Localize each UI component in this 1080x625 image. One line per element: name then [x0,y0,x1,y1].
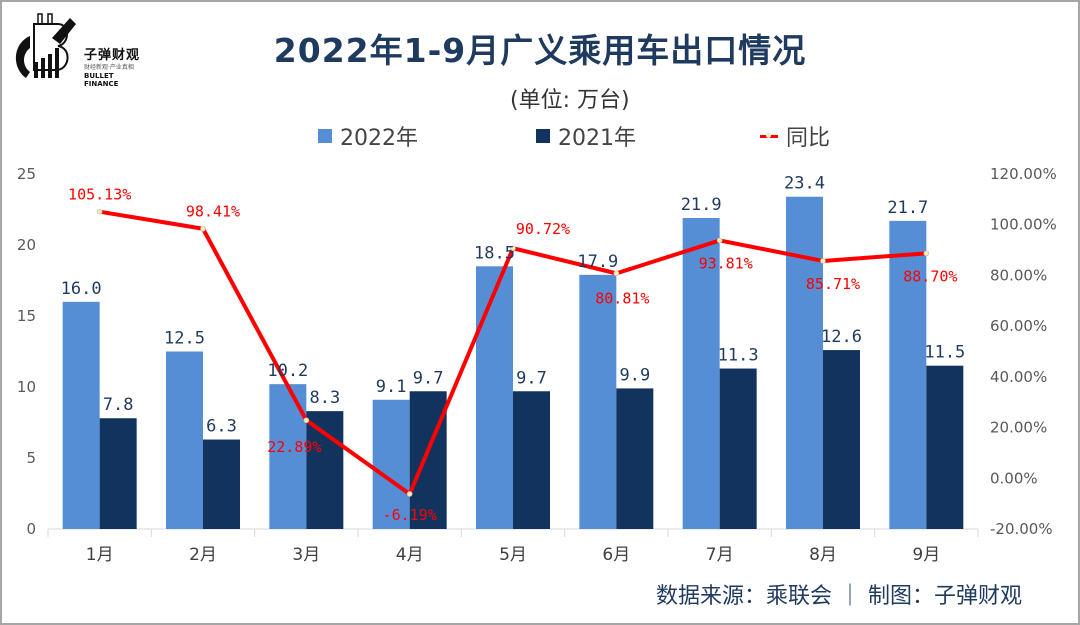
bar-2021 [99,418,137,529]
x-tick-label: 4月 [396,545,424,565]
bar-2022 [62,301,100,529]
bar-label-2022: 21.7 [887,198,928,218]
bar-label-2022: 9.1 [376,377,407,397]
y-right-tick-label: -20.00% [990,520,1053,538]
y-right-tick-label: 80.00% [990,266,1047,284]
bar-2021 [823,350,860,529]
yoy-point-marker [923,250,930,257]
y-right-tick-label: 100.00% [990,216,1057,234]
yoy-data-label: 85.71% [806,275,860,293]
y-left-tick-label: 25 [17,165,36,183]
x-tick-label: 8月 [809,545,837,565]
yoy-point-marker [716,237,723,244]
bar-label-2021: 8.3 [309,388,340,408]
legend-item-2021: 2021年 [536,120,636,152]
logo-name-en: BULLET FINANCE [84,72,119,88]
bar-label-2021: 9.7 [516,368,547,388]
yoy-point-marker [613,270,620,277]
x-tick-label: 2月 [189,545,217,565]
logo-tagline: 财经新观·产业真相 [84,64,134,71]
data-source-note: 数据来源：乘联会 ｜ 制图：子弹财观 [656,584,1022,609]
logo: 子弹财观 财经新观·产业真相 BULLET FINANCE [8,8,148,88]
yoy-data-label: 22.89% [267,438,321,456]
yoy-point-marker [303,417,310,424]
bar-2021 [306,411,344,529]
bar-2022 [786,196,823,529]
yoy-point-marker [820,258,826,264]
bar-2021 [203,439,240,529]
legend-label: 2021年 [558,126,636,151]
yoy-data-label: 90.72% [516,220,570,238]
yoy-point-marker [406,491,413,497]
yoy-point-marker [200,225,206,232]
yoy-point-marker [510,245,516,252]
yoy-data-label: -6.19% [383,506,437,524]
bar-2022 [889,220,927,530]
bar-2022 [476,266,513,529]
bar-2021 [409,391,447,529]
bar-2021 [616,388,654,529]
legend-swatch-2021 [536,129,550,143]
yoy-data-label: 88.70% [903,267,957,285]
y-left-tick-label: 0 [26,520,36,538]
bar-label-2021: 9.7 [413,368,444,388]
legend-swatch-2022 [318,129,332,143]
x-tick-label: 5月 [499,545,527,565]
bar-label-2022: 10.2 [267,361,308,381]
yoy-data-label: 93.81% [699,254,753,272]
bar-label-2021: 7.8 [103,395,134,415]
legend-label: 同比 [786,126,831,151]
x-tick-label: 7月 [706,545,734,565]
legend-item-yoy: 同比 [760,120,830,152]
x-tick-label: 3月 [292,545,320,565]
chart-unit: (单位: 万台) [510,88,630,113]
bar-label-2022: 21.9 [681,195,722,215]
bar-label-2022: 17.9 [577,252,618,272]
chart-title: 2022年1-9月广义乘用车出口情况 [273,31,807,70]
y-left-tick-label: 5 [26,449,36,467]
yoy-data-label: 98.41% [186,203,240,221]
legend-item-2022: 2022年 [318,120,418,152]
y-right-tick-label: 60.00% [990,317,1047,335]
bar-2022 [372,399,410,529]
logo-name-cn: 子弹财观 [84,48,141,63]
y-left-tick-label: 15 [17,307,36,325]
yoy-data-label: 105.13% [68,186,131,204]
legend-line-icon [760,132,778,138]
bar-label-2021: 12.6 [821,327,862,347]
y-right-tick-label: 20.00% [990,419,1047,437]
y-right-tick-label: 40.00% [990,368,1047,386]
bar-2021 [719,368,757,529]
bullet-logo-icon [15,13,76,78]
bar-2022 [579,274,617,529]
yoy-data-label: 80.81% [595,289,649,307]
legend: 2022年 2021年 同比 [0,120,1080,152]
y-right-tick-label: 0.00% [990,469,1038,487]
bar-2022 [166,351,203,529]
y-right-tick-label: 120.00% [990,165,1057,183]
bar-2022 [682,218,720,529]
y-left-tick-label: 20 [17,236,36,254]
x-tick-label: 9月 [912,545,940,565]
bar-label-2021: 11.5 [924,343,965,363]
y-left-tick-label: 10 [17,378,36,396]
legend-label: 2022年 [340,126,418,151]
bar-label-2022: 16.0 [61,279,102,299]
bar-label-2022: 18.5 [474,243,515,263]
x-tick-label: 1月 [86,545,114,565]
bar-2021 [926,365,964,529]
x-tick-label: 6月 [602,545,630,565]
bar-2021 [513,391,550,529]
bar-label-2021: 6.3 [206,417,237,437]
bar-label-2021: 9.9 [619,365,650,385]
bar-label-2022: 12.5 [164,329,205,349]
bar-label-2021: 11.3 [718,346,759,366]
bar-label-2022: 23.4 [784,174,825,194]
yoy-point-marker [96,208,103,215]
